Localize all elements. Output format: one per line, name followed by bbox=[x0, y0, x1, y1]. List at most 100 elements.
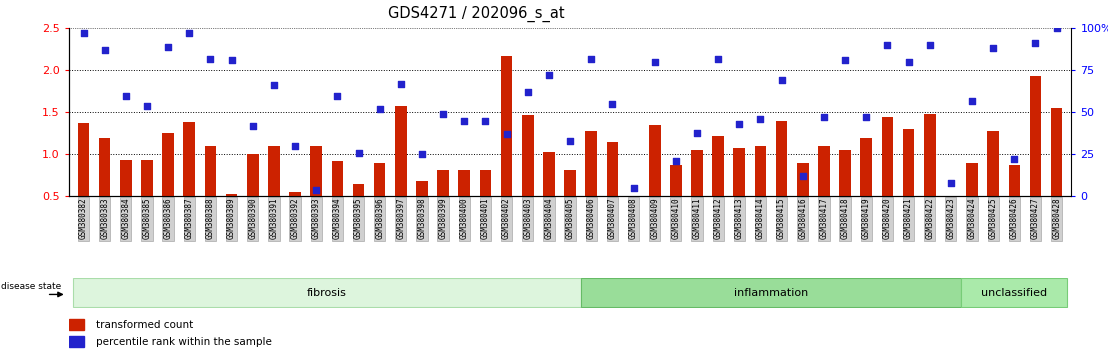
Bar bbox=[120, 160, 132, 196]
Bar bbox=[226, 194, 237, 196]
Bar bbox=[966, 163, 978, 196]
Point bbox=[772, 78, 790, 83]
Bar bbox=[373, 163, 386, 196]
Point bbox=[879, 42, 896, 48]
Point bbox=[223, 57, 240, 63]
Bar bbox=[141, 160, 153, 196]
Bar bbox=[606, 142, 618, 196]
Bar bbox=[438, 170, 449, 196]
Bar bbox=[417, 181, 428, 196]
FancyBboxPatch shape bbox=[962, 279, 1067, 307]
Point bbox=[1027, 41, 1045, 46]
Text: inflammation: inflammation bbox=[733, 288, 808, 298]
Point bbox=[751, 116, 769, 122]
Bar bbox=[184, 122, 195, 196]
Bar bbox=[818, 146, 830, 196]
Point bbox=[138, 103, 156, 109]
Bar bbox=[310, 146, 322, 196]
Point bbox=[497, 131, 515, 137]
Point bbox=[815, 115, 833, 120]
Point bbox=[371, 106, 389, 112]
Point bbox=[95, 47, 113, 53]
Text: unclassified: unclassified bbox=[982, 288, 1047, 298]
Bar bbox=[543, 152, 555, 196]
Point bbox=[519, 90, 536, 95]
Point bbox=[604, 101, 622, 107]
Point bbox=[984, 46, 1002, 51]
Point bbox=[455, 118, 473, 124]
Bar bbox=[628, 196, 639, 226]
Bar bbox=[839, 150, 851, 196]
Bar bbox=[396, 106, 407, 196]
Point bbox=[540, 73, 557, 78]
Point bbox=[562, 138, 579, 144]
Bar bbox=[268, 146, 279, 196]
Point bbox=[625, 185, 643, 191]
FancyBboxPatch shape bbox=[73, 279, 581, 307]
Bar bbox=[755, 146, 767, 196]
Bar bbox=[1008, 165, 1020, 196]
Point bbox=[328, 93, 346, 98]
Bar bbox=[501, 56, 512, 196]
Point bbox=[837, 57, 854, 63]
Point bbox=[709, 56, 727, 62]
Bar bbox=[691, 150, 702, 196]
Bar bbox=[480, 170, 491, 196]
Point bbox=[350, 150, 368, 156]
Bar bbox=[712, 136, 724, 196]
Point bbox=[265, 83, 283, 88]
Point bbox=[74, 30, 92, 36]
Bar bbox=[776, 121, 788, 196]
Text: GDS4271 / 202096_s_at: GDS4271 / 202096_s_at bbox=[388, 5, 565, 22]
Point bbox=[160, 44, 177, 50]
Point bbox=[307, 187, 325, 193]
Bar bbox=[69, 319, 84, 330]
Bar bbox=[1029, 76, 1042, 196]
Point bbox=[434, 111, 452, 117]
Bar bbox=[585, 131, 597, 196]
Bar bbox=[903, 129, 914, 196]
Point bbox=[646, 59, 664, 65]
Bar bbox=[459, 170, 470, 196]
Point bbox=[1005, 157, 1023, 162]
Point bbox=[244, 123, 261, 129]
Text: percentile rank within the sample: percentile rank within the sample bbox=[96, 337, 273, 347]
Bar bbox=[882, 116, 893, 196]
Point bbox=[900, 59, 917, 65]
Point bbox=[794, 173, 812, 179]
Bar bbox=[247, 154, 258, 196]
Text: transformed count: transformed count bbox=[96, 320, 194, 330]
Bar bbox=[924, 114, 935, 196]
Bar bbox=[564, 170, 576, 196]
Bar bbox=[987, 131, 999, 196]
Point bbox=[858, 115, 875, 120]
Bar bbox=[945, 196, 956, 223]
Bar bbox=[78, 123, 90, 196]
Point bbox=[181, 30, 198, 36]
Bar bbox=[733, 148, 745, 196]
Bar bbox=[99, 138, 111, 196]
Bar bbox=[289, 192, 301, 196]
Point bbox=[202, 56, 219, 62]
Bar bbox=[69, 336, 84, 347]
FancyBboxPatch shape bbox=[581, 279, 962, 307]
Point bbox=[583, 56, 601, 62]
Bar bbox=[649, 125, 660, 196]
Point bbox=[963, 98, 981, 103]
Bar bbox=[205, 146, 216, 196]
Bar bbox=[797, 163, 809, 196]
Point bbox=[286, 143, 304, 149]
Bar bbox=[352, 184, 365, 196]
Bar bbox=[670, 165, 681, 196]
Text: disease state: disease state bbox=[1, 282, 62, 291]
Point bbox=[117, 93, 135, 98]
Point bbox=[688, 130, 706, 136]
Text: fibrosis: fibrosis bbox=[307, 288, 347, 298]
Point bbox=[413, 152, 431, 157]
Point bbox=[1048, 25, 1066, 31]
Bar bbox=[861, 138, 872, 196]
Bar bbox=[522, 115, 534, 196]
Point bbox=[921, 42, 938, 48]
Point bbox=[942, 180, 960, 186]
Bar bbox=[1050, 108, 1063, 196]
